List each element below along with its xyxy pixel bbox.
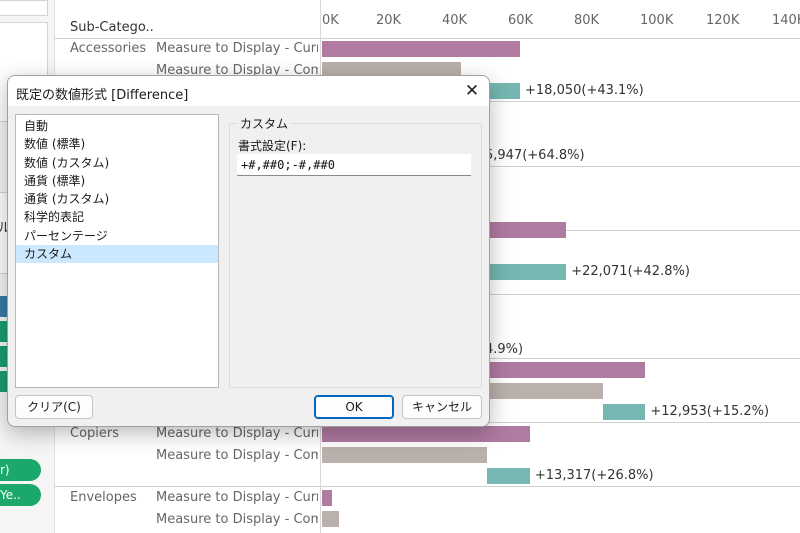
bar-current[interactable]	[322, 41, 520, 57]
format-type-item[interactable]: 通貨 (標準)	[24, 173, 86, 188]
field-tile[interactable]	[0, 296, 7, 317]
bar-compare[interactable]	[322, 511, 339, 527]
x-tick-label: 0K	[322, 13, 339, 28]
ok-button[interactable]: OK	[314, 395, 394, 419]
bar-difference[interactable]	[490, 264, 567, 280]
format-type-item[interactable]: 自動	[24, 119, 49, 133]
measure-label: Measure to Display - Curr..	[156, 490, 318, 505]
group-title: カスタム	[237, 115, 292, 132]
format-input[interactable]	[237, 154, 471, 176]
x-tick-label: 80K	[574, 13, 600, 28]
bar-difference[interactable]	[602, 404, 646, 420]
x-tick-label: 100K	[640, 13, 674, 28]
row-separator	[55, 38, 800, 39]
x-tick-label: 120K	[706, 13, 740, 28]
cancel-button[interactable]: キャンセル	[402, 395, 482, 419]
row-header[interactable]: Sub-Catego..	[70, 20, 154, 35]
bar-difference[interactable]	[487, 468, 530, 484]
row-category-label[interactable]: Envelopes	[70, 490, 137, 505]
custom-group-box	[229, 123, 482, 388]
format-type-item[interactable]: カスタム	[16, 245, 218, 264]
x-tick-label: 140K	[772, 13, 800, 28]
difference-label: +12,953(+15.2%)	[650, 404, 770, 419]
field-pill[interactable]: Ye..	[0, 484, 41, 506]
truncated-label: ル	[0, 221, 12, 236]
close-icon[interactable]: ✕	[464, 81, 480, 101]
format-type-item[interactable]: 数値 (カスタム)	[24, 155, 110, 170]
format-type-item[interactable]: パーセンテージ	[24, 228, 108, 243]
field-tile[interactable]	[0, 371, 7, 392]
dialog-title: 既定の数値形式 [Difference]	[16, 88, 189, 103]
difference-label: 5,947(+64.8%)	[485, 148, 585, 163]
field-tile[interactable]	[0, 321, 7, 342]
measure-label: Measure to Display - Curr..	[156, 41, 318, 56]
x-tick-label: 60K	[508, 13, 534, 28]
difference-label: +18,050(+43.1%)	[525, 83, 644, 98]
measure-label: Measure to Display - Com..	[156, 512, 318, 527]
field-pill[interactable]: r)	[0, 459, 41, 481]
bar-current[interactable]	[322, 426, 530, 442]
field-tile[interactable]	[0, 346, 7, 367]
measure-label: Measure to Display - Curr..	[156, 426, 318, 441]
format-type-list[interactable]: 自動数値 (標準) 数値 (カスタム) 通貨 (標準) 通貨 (カスタム) 科学的表記パ…	[15, 114, 219, 388]
row-separator	[55, 486, 800, 487]
clear-button[interactable]: クリア(C)	[15, 395, 93, 419]
bar-compare[interactable]	[322, 62, 461, 78]
shelf-card[interactable]	[0, 0, 48, 16]
format-type-item[interactable]: 通貨 (カスタム)	[24, 192, 110, 207]
bar-current[interactable]	[322, 490, 332, 506]
difference-label: +22,071(+42.8%)	[571, 264, 690, 279]
number-format-dialog: 既定の数値形式 [Difference] ✕ 自動数値 (標準) 数値 (カスタム…	[7, 75, 490, 427]
format-label: 書式設定(F):	[238, 139, 307, 153]
measure-label: Measure to Display - Com..	[156, 63, 318, 78]
row-category-label[interactable]: Copiers	[70, 426, 120, 441]
measure-label: Measure to Display - Com..	[156, 448, 318, 463]
x-tick-label: 40K	[442, 13, 468, 28]
x-tick-label: 20K	[376, 13, 402, 28]
bar-compare[interactable]	[322, 447, 487, 463]
dialog-titlebar[interactable]: 既定の数値形式 [Difference] ✕	[8, 76, 489, 106]
row-category-label[interactable]: Accessories	[70, 41, 147, 56]
format-type-item[interactable]: 数値 (標準)	[24, 137, 86, 152]
format-type-item[interactable]: 科学的表記	[24, 210, 85, 225]
difference-label: +13,317(+26.8%)	[534, 468, 654, 483]
difference-label: 4.9%)	[485, 342, 524, 357]
